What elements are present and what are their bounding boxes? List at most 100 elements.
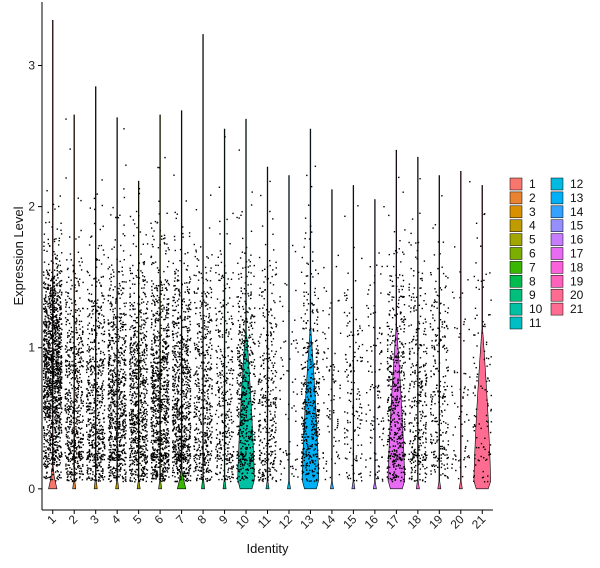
data-point [47, 283, 49, 286]
data-point [51, 453, 54, 456]
data-point [157, 166, 159, 169]
data-point [65, 421, 67, 423]
data-point [146, 378, 148, 381]
data-point [108, 439, 110, 442]
data-point [129, 295, 132, 297]
data-point [119, 362, 122, 364]
data-point [57, 471, 59, 473]
data-point [166, 441, 169, 444]
data-point [56, 456, 58, 459]
data-point [72, 369, 74, 372]
data-point [136, 442, 138, 444]
data-point [122, 313, 124, 315]
data-point [48, 320, 51, 323]
data-point [156, 287, 158, 289]
data-point [78, 422, 80, 424]
data-point [60, 307, 62, 309]
data-point [102, 295, 105, 297]
data-point [74, 309, 77, 311]
data-point [72, 269, 75, 272]
data-point [56, 254, 58, 257]
data-point [155, 390, 157, 392]
data-point [138, 360, 140, 362]
data-point [69, 420, 71, 423]
data-point [65, 435, 68, 438]
data-point [131, 358, 133, 360]
data-point [89, 459, 91, 461]
data-point [49, 332, 51, 335]
data-point [68, 417, 71, 419]
data-point [57, 412, 60, 414]
data-point [135, 452, 137, 454]
data-point [52, 415, 54, 417]
data-point [44, 356, 46, 359]
data-point [137, 442, 140, 444]
data-point [57, 427, 60, 429]
data-point [107, 415, 109, 418]
data-point [73, 444, 75, 446]
data-point [111, 414, 113, 416]
data-point [98, 245, 100, 247]
data-point [159, 437, 162, 439]
data-point [141, 368, 143, 370]
data-point [150, 255, 153, 258]
data-point [77, 465, 80, 467]
data-point [123, 337, 125, 339]
data-point [118, 426, 120, 428]
data-point [100, 276, 103, 278]
data-point [52, 439, 54, 442]
data-point [131, 462, 133, 465]
data-point [90, 430, 92, 432]
data-point [132, 394, 134, 397]
data-point [135, 245, 137, 248]
data-point [59, 327, 61, 330]
data-point [98, 369, 100, 371]
data-point [111, 387, 114, 389]
data-point [57, 388, 60, 390]
data-point [57, 351, 59, 353]
data-point [58, 368, 60, 371]
data-point [97, 437, 99, 439]
data-point [54, 324, 57, 326]
data-point [152, 474, 154, 476]
data-point [56, 380, 58, 383]
data-point [55, 415, 57, 417]
data-point [49, 306, 51, 308]
data-point [92, 459, 94, 462]
data-point [167, 308, 170, 310]
data-point [138, 303, 140, 305]
data-point [141, 450, 143, 453]
data-point [156, 375, 158, 377]
data-point [66, 392, 68, 394]
data-point [121, 406, 123, 408]
data-point [75, 468, 77, 470]
data-point [124, 414, 127, 416]
data-point [117, 349, 119, 351]
data-point [60, 233, 63, 235]
data-point [132, 386, 134, 388]
data-point [160, 465, 162, 468]
data-point [46, 393, 49, 395]
data-point [154, 322, 157, 324]
data-point [151, 423, 153, 425]
data-point [116, 216, 118, 218]
data-point [50, 435, 53, 437]
data-point [113, 400, 116, 402]
data-point [57, 397, 60, 399]
data-point [157, 458, 160, 460]
data-point [159, 459, 162, 462]
data-point [110, 480, 113, 482]
data-point [46, 338, 48, 341]
data-point [166, 469, 168, 472]
data-point [61, 252, 63, 254]
data-point [70, 459, 73, 461]
data-point [49, 412, 51, 414]
data-point [123, 281, 125, 283]
data-point [86, 472, 88, 474]
data-point [57, 264, 59, 266]
data-point [58, 429, 60, 431]
data-point [143, 320, 146, 322]
data-point [76, 407, 78, 409]
data-point [161, 402, 164, 404]
data-point [150, 453, 153, 455]
